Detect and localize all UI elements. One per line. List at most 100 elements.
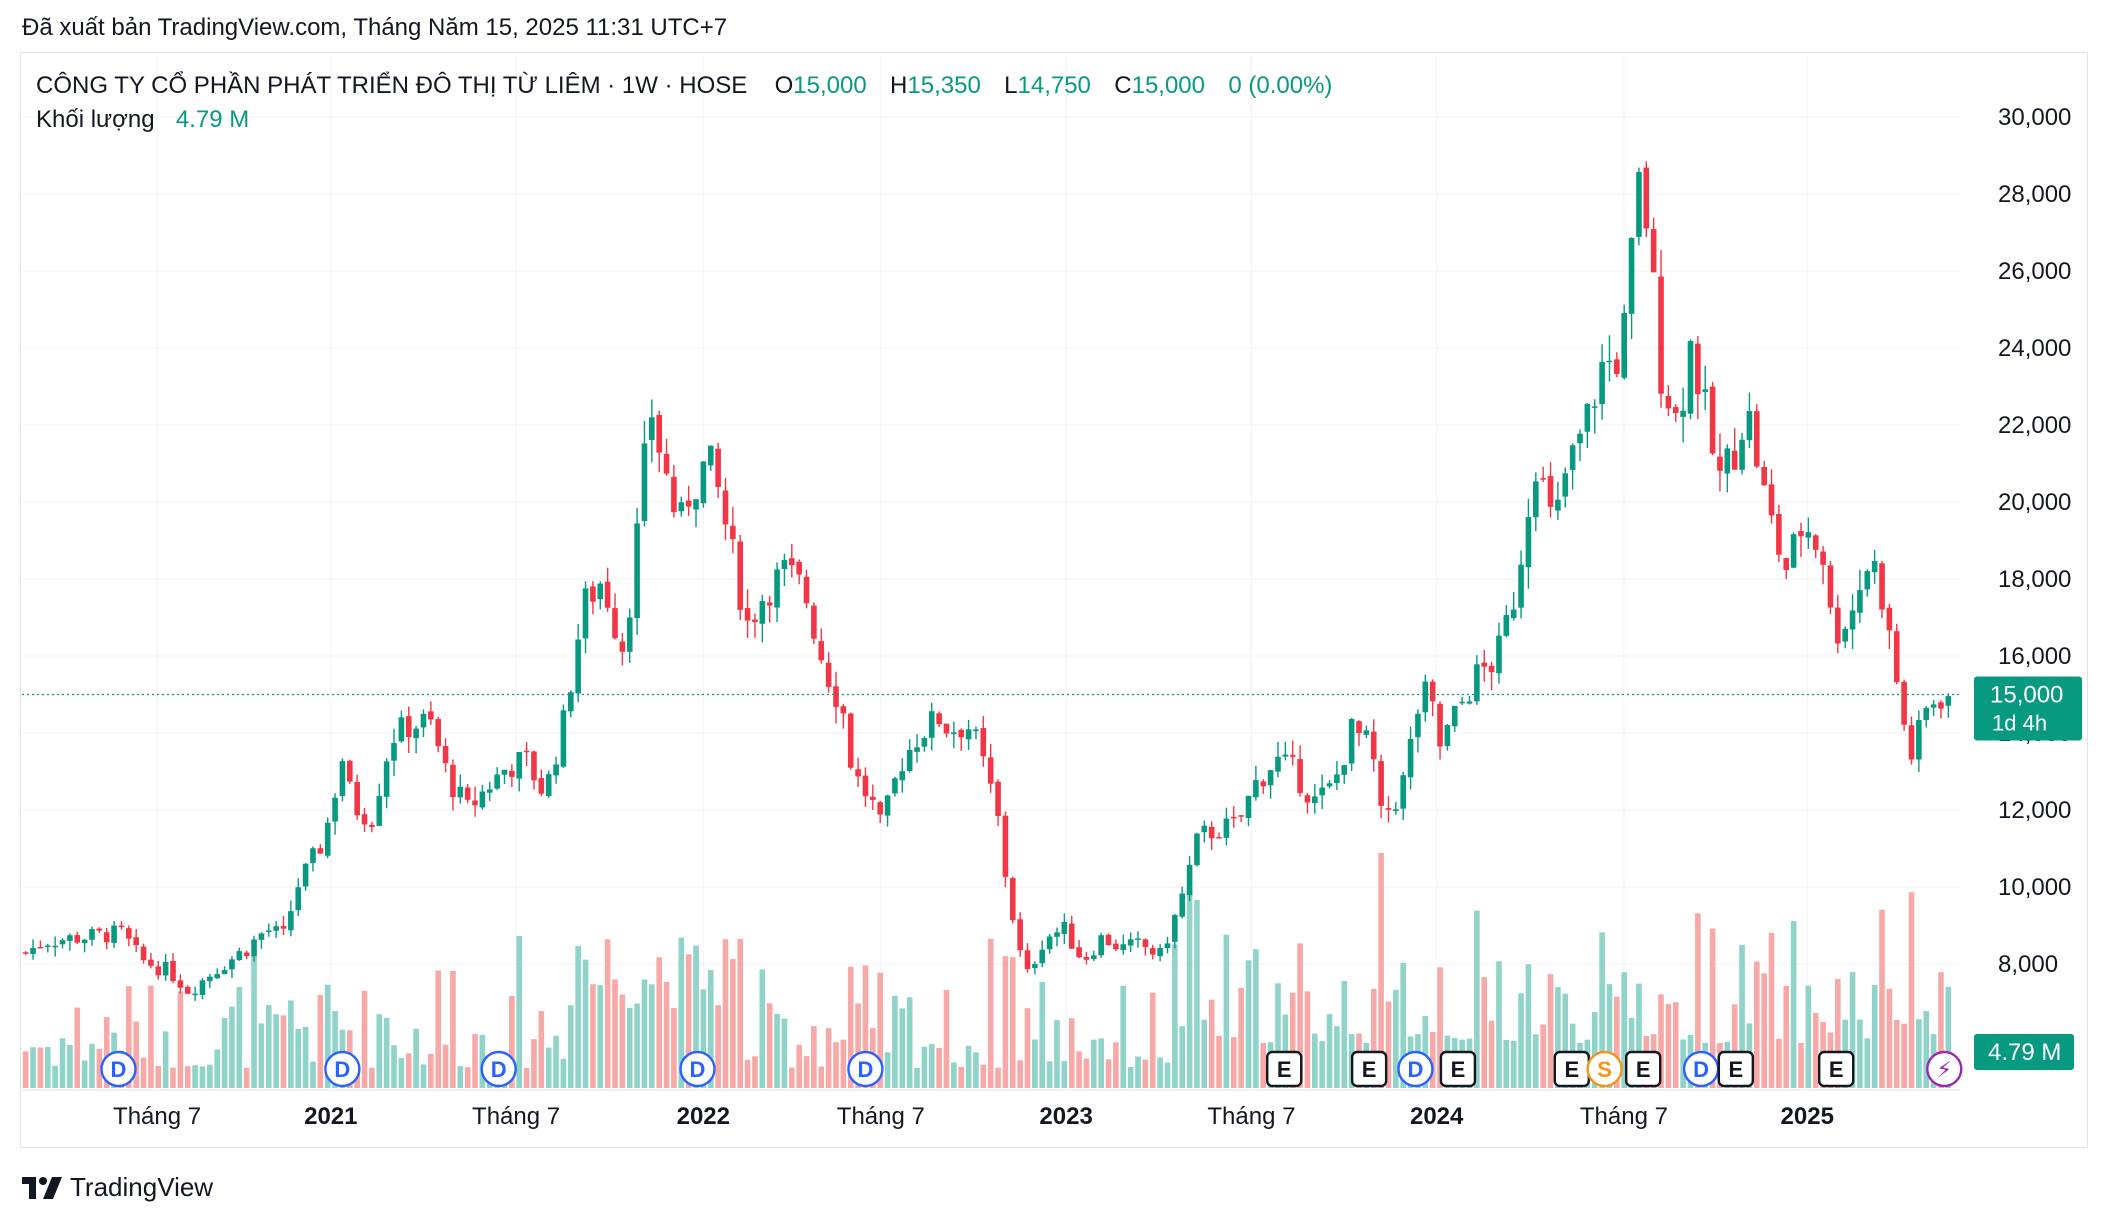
volume-bar — [332, 1010, 338, 1088]
earnings-marker[interactable] — [1817, 1050, 1855, 1088]
dividend-marker[interactable] — [324, 1050, 361, 1088]
dividend-marker[interactable] — [847, 1050, 884, 1088]
volume-bar — [1805, 985, 1812, 1088]
legend-symbol[interactable]: CÔNG TY CỔ PHẦN PHÁT TRIỂN ĐÔ THỊ TỪ LIÊ… — [36, 72, 748, 99]
candle-body — [1194, 833, 1200, 866]
candle-body — [1930, 704, 1937, 708]
candle-body — [833, 686, 839, 707]
candle-body — [486, 789, 493, 793]
volume-bar — [1260, 1042, 1267, 1088]
earnings-marker[interactable] — [1350, 1050, 1388, 1088]
candle-body — [207, 976, 213, 982]
legend-high-value: 15,350 — [907, 72, 981, 99]
volume-bar — [177, 991, 184, 1088]
volume-bar — [37, 1047, 44, 1088]
volume-bar — [884, 1052, 891, 1088]
volume-bar — [560, 1058, 567, 1088]
candle-body — [1945, 696, 1952, 706]
split-marker[interactable] — [1586, 1050, 1623, 1088]
candle-body — [1842, 628, 1848, 642]
candle-body — [1835, 607, 1841, 644]
candle-body — [457, 786, 464, 798]
candle-body — [1687, 340, 1694, 414]
candle-body — [391, 743, 397, 761]
earnings-marker[interactable] — [1439, 1050, 1477, 1088]
earnings-marker[interactable] — [1266, 1050, 1303, 1088]
candle-body — [1621, 313, 1627, 378]
legend-open-label: O — [774, 72, 794, 99]
candle-body — [1113, 943, 1119, 950]
volume-bar — [1761, 973, 1767, 1088]
x-tick-label: Tháng 7 — [113, 1103, 201, 1130]
volume-bar — [1422, 1016, 1429, 1088]
volume-bar — [1591, 1011, 1598, 1088]
dividend-marker[interactable] — [1397, 1050, 1434, 1088]
candle-body — [214, 974, 221, 979]
volume-bar — [597, 985, 604, 1088]
earnings-marker-label: E — [1277, 1057, 1292, 1082]
volume-bar — [1179, 1026, 1186, 1088]
candle-body — [1407, 738, 1414, 778]
candle-body — [1378, 761, 1384, 806]
volume-bar — [862, 965, 869, 1088]
volume-bar — [722, 939, 729, 1088]
volume-bar — [1547, 974, 1554, 1088]
dividend-marker[interactable] — [679, 1050, 716, 1088]
dividend-marker[interactable] — [480, 1050, 517, 1088]
volume-bar — [1555, 987, 1561, 1088]
volume-bar — [641, 979, 648, 1088]
volume-bar — [892, 995, 898, 1088]
candle-body — [509, 770, 515, 777]
candle-body — [634, 523, 640, 618]
candle-body — [1422, 681, 1429, 713]
earnings-marker[interactable] — [1624, 1050, 1662, 1088]
candle-body — [1849, 610, 1856, 630]
earnings-marker-label: E — [1564, 1057, 1579, 1082]
candle-body — [1577, 433, 1583, 444]
volume-bar — [1054, 1020, 1060, 1088]
volume-bar — [649, 984, 655, 1088]
candle-body — [361, 814, 368, 825]
candle-body — [700, 461, 707, 504]
volume-bar — [1091, 1039, 1097, 1088]
dividend-marker[interactable] — [100, 1050, 137, 1088]
candle-body — [22, 952, 29, 954]
volume-bar — [1046, 1061, 1053, 1088]
volume-bar — [811, 1026, 817, 1088]
volume-bar — [464, 1067, 471, 1088]
volume-bar — [575, 945, 581, 1088]
flash-marker[interactable] — [1926, 1050, 1963, 1088]
last-volume-badge — [1974, 1034, 2074, 1070]
volume-bar — [1945, 986, 1952, 1088]
volume-bar — [715, 1005, 721, 1088]
volume-bar — [251, 956, 257, 1088]
volume-bar — [133, 1021, 139, 1088]
candle-body — [30, 947, 36, 954]
candle-body — [1746, 411, 1753, 441]
candle-body — [870, 796, 876, 800]
legend-low-value: 14,750 — [1017, 72, 1091, 99]
candle-body — [1871, 561, 1878, 573]
candle-body — [420, 713, 427, 728]
volume-bar — [369, 1067, 375, 1088]
volume-bar — [1540, 1024, 1546, 1088]
volume-bar — [1385, 1001, 1392, 1088]
volume-bar — [744, 1059, 751, 1088]
volume-bar — [612, 979, 618, 1088]
volume-bar — [987, 938, 994, 1088]
y-tick-label: 8,000 — [1998, 951, 2058, 978]
legend-volume: Khối lượng 4.79 M — [36, 106, 249, 134]
candle-body — [435, 719, 442, 747]
candle-body — [280, 926, 287, 929]
candle-body — [553, 764, 559, 776]
volume-bar — [516, 935, 523, 1088]
earnings-marker[interactable] — [1717, 1050, 1755, 1088]
x-tick-label: 2025 — [1781, 1103, 1834, 1130]
candle-body — [1385, 808, 1392, 810]
candle-body — [656, 414, 662, 453]
flash-marker-label: ⚡ — [1937, 1057, 1952, 1082]
tradingview-brand[interactable]: TradingView — [22, 1172, 213, 1203]
candle-body — [383, 761, 390, 797]
volume-label[interactable]: Khối lượng — [36, 106, 155, 133]
